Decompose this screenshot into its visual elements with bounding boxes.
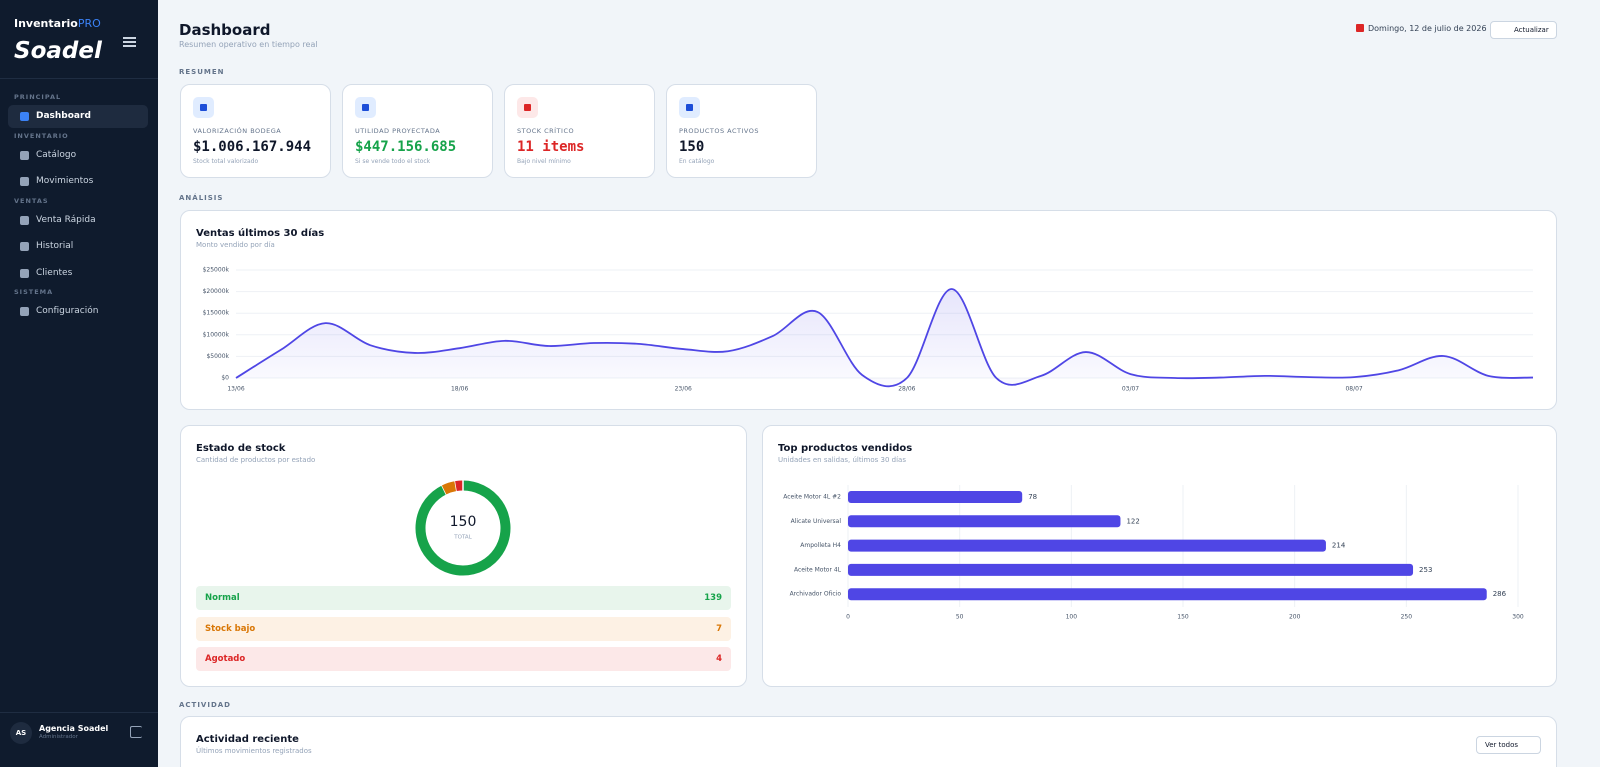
- card-title: Actividad reciente: [196, 734, 299, 745]
- brand-name: Inventario: [14, 17, 78, 30]
- card-title: Top productos vendidos: [778, 443, 913, 454]
- stock-row: Agotado 4: [196, 647, 731, 671]
- nav-item[interactable]: Configuración: [8, 300, 148, 323]
- stock-label: Normal: [205, 593, 240, 603]
- kpi-label: STOCK CRÍTICO: [517, 127, 575, 135]
- nav-item[interactable]: Movimientos: [8, 170, 148, 193]
- section-title: ACTIVIDAD: [179, 701, 231, 709]
- page-title: Dashboard: [179, 21, 271, 39]
- kpi-card: STOCK CRÍTICO 11 items Bajo nivel mínimo: [504, 84, 655, 178]
- kpi-glyph: [362, 104, 369, 111]
- card-subtitle: Cantidad de productos por estado: [196, 456, 316, 464]
- user-name: Agencia Soadel: [39, 724, 109, 733]
- section-title: ANÁLISIS: [179, 194, 224, 202]
- nav-icon: [20, 242, 29, 251]
- kpi-icon: [193, 97, 214, 118]
- avatar: AS: [10, 722, 32, 744]
- nav-label: Movimientos: [36, 176, 94, 186]
- kpi-glyph: [200, 104, 207, 111]
- menu-button[interactable]: [123, 37, 136, 47]
- nav-label: Clientes: [36, 267, 73, 278]
- kpi-icon: [517, 97, 538, 118]
- nav-icon: [20, 112, 29, 121]
- kpi-note: Si se vende todo el stock: [355, 158, 431, 165]
- top-products-card: Top productos vendidos Unidades en salid…: [762, 425, 1557, 687]
- kpi-value: $447.156.685: [355, 139, 457, 155]
- user-role: Administrador: [39, 734, 78, 740]
- view-all-button[interactable]: Ver todos: [1476, 736, 1541, 754]
- stock-value: 7: [716, 623, 722, 634]
- kpi-card: PRODUCTOS ACTIVOS 150 En catálogo: [666, 84, 817, 178]
- kpi-card: UTILIDAD PROYECTADA $447.156.685 Si se ven…: [342, 84, 493, 178]
- nav-icon: [20, 307, 29, 316]
- divider: [0, 712, 158, 713]
- nav-label: Venta Rápida: [36, 214, 96, 225]
- stock-label: Agotado: [205, 654, 246, 664]
- nav-icon: [20, 268, 29, 278]
- date: Domingo, 12 de julio de 2026: [1368, 24, 1487, 33]
- stock-row: Normal 139: [196, 586, 731, 610]
- nav-icon: [20, 177, 29, 186]
- kpi-label: VALORIZACIÓN BODEGA: [193, 127, 282, 135]
- kpi-value: 11 items: [517, 139, 585, 155]
- activity-card: Actividad reciente Últimos movimientos r…: [180, 716, 1557, 767]
- nav-item[interactable]: Venta Rápida: [8, 209, 148, 232]
- refresh-button[interactable]: Actualizar: [1490, 21, 1557, 39]
- kpi-value: $1.006.167.944: [193, 139, 312, 155]
- logout-button[interactable]: [130, 726, 142, 738]
- nav-item[interactable]: Dashboard: [8, 105, 148, 128]
- stock-value: 4: [716, 654, 722, 664]
- kpi-note: Stock total valorizado: [193, 158, 259, 165]
- nav-section: INVENTARIO: [14, 131, 69, 140]
- nav-section: SISTEMA: [14, 288, 54, 296]
- kpi-icon: [679, 97, 700, 118]
- page-subtitle: Resumen operativo en tiempo real: [179, 40, 318, 49]
- kpi-value: 150: [679, 139, 705, 155]
- nav-label: Configuración: [36, 306, 99, 316]
- card-subtitle: Últimos movimientos registrados: [196, 747, 312, 755]
- kpi-note: En catálogo: [679, 158, 715, 165]
- logo: Soadel: [14, 38, 102, 64]
- card-subtitle: Monto vendido por día: [196, 241, 275, 249]
- nav-label: Historial: [36, 241, 74, 251]
- sidebar: InventarioPRO Soadel PRINCIPAL Dashboard I…: [0, 0, 158, 767]
- kpi-label: PRODUCTOS ACTIVOS: [679, 127, 759, 135]
- view-all-label: Ver todos: [1485, 741, 1519, 749]
- calendar-icon: [1356, 24, 1364, 32]
- kpi-icon: [355, 97, 376, 118]
- nav-section: PRINCIPAL: [14, 93, 62, 101]
- brand: InventarioPRO: [14, 17, 101, 30]
- nav-section: VENTAS: [14, 196, 49, 205]
- section-title: RESUMEN: [179, 68, 225, 76]
- card-subtitle: Unidades en salidas, últimos 30 días: [778, 456, 906, 464]
- sales-card: Ventas últimos 30 días Monto vendido por…: [180, 210, 1557, 410]
- stock-label: Stock bajo: [205, 623, 256, 634]
- refresh-label: Actualizar: [1514, 26, 1549, 34]
- stock-value: 139: [704, 593, 722, 603]
- kpi-glyph: [524, 104, 531, 111]
- nav-label: Catálogo: [36, 149, 77, 160]
- kpi-label: UTILIDAD PROYECTADA: [355, 127, 441, 135]
- card-title: Ventas últimos 30 días: [196, 228, 325, 239]
- kpi-note: Bajo nivel mínimo: [517, 158, 571, 165]
- nav-item[interactable]: Historial: [8, 235, 148, 258]
- card-title: Estado de stock: [196, 443, 286, 454]
- nav-item[interactable]: Clientes: [8, 262, 148, 285]
- nav-label: Dashboard: [36, 111, 91, 121]
- nav-icon: [20, 215, 29, 225]
- nav-item[interactable]: Catálogo: [8, 144, 148, 167]
- kpi-glyph: [686, 104, 693, 111]
- kpi-card: VALORIZACIÓN BODEGA $1.006.167.944 Stock t…: [180, 84, 331, 178]
- divider: [0, 78, 158, 79]
- stock-row: Stock bajo 7: [196, 616, 731, 641]
- brand-accent: PRO: [77, 17, 101, 30]
- nav-icon: [20, 150, 29, 160]
